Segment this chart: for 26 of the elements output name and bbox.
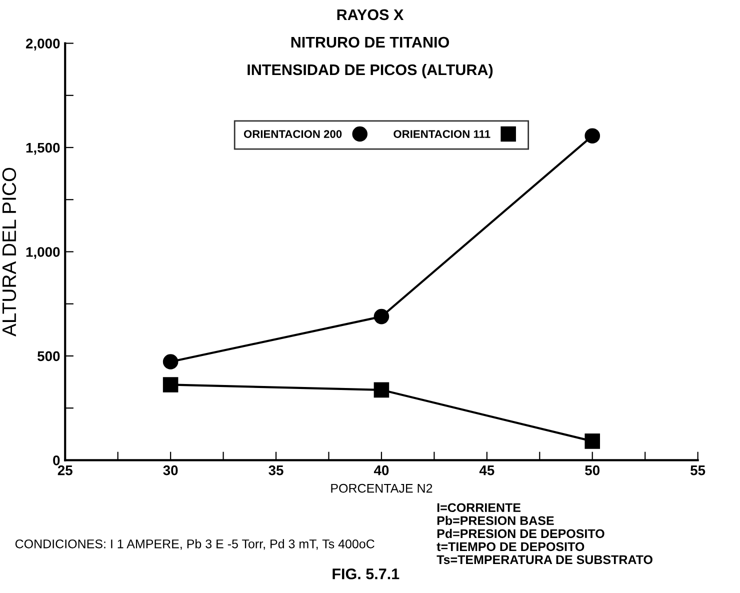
y-tick-label: 500 xyxy=(38,351,60,362)
point xyxy=(162,377,178,392)
point xyxy=(374,382,390,398)
x-tick-label: 50 xyxy=(585,465,600,476)
caption: FIG. 5.7.1 xyxy=(332,568,400,580)
point xyxy=(584,128,600,144)
text: I=CORRIENTE Pb=PRESION BASE Pd=PRESION DE DEPOSITO t=TIEMPO DE DEPOSITO Ts=TEMPERATURA DE SUBSTRATO xyxy=(436,503,652,564)
x-tick-label: 35 xyxy=(268,465,284,476)
point xyxy=(162,354,178,370)
y-axis-title: ALTURA DEL PICO xyxy=(2,168,16,337)
point xyxy=(374,308,390,324)
x-tick-label: 25 xyxy=(58,465,72,476)
y-tick-label: 2,000 xyxy=(26,38,60,50)
x-tick-label: 55 xyxy=(690,466,706,476)
x-tick-label: 40 xyxy=(374,465,389,476)
x-tick-label: 30 xyxy=(163,465,178,476)
y-tick-label: 1,500 xyxy=(26,142,60,155)
text: CONDICIONES: I 1 AMPERE, Pb 3 E -5 Torr, Pd 3 mT, Ts 400oC xyxy=(15,539,374,550)
chart-title: RAYOS X NITRURO DE TITANIO INTENSIDAD DE PICOS (ALTURA) xyxy=(248,9,493,78)
legend-label: ORIENTACION 200 xyxy=(244,130,342,138)
point xyxy=(584,434,600,449)
x-tick-label: 45 xyxy=(479,466,494,476)
legend-label: ORIENTACION 111 xyxy=(394,130,490,138)
x-axis-title: PORCENTAJE N2 xyxy=(331,484,432,493)
y-tick-label: 1,000 xyxy=(26,247,60,259)
y-tick-label: 0 xyxy=(53,456,60,466)
